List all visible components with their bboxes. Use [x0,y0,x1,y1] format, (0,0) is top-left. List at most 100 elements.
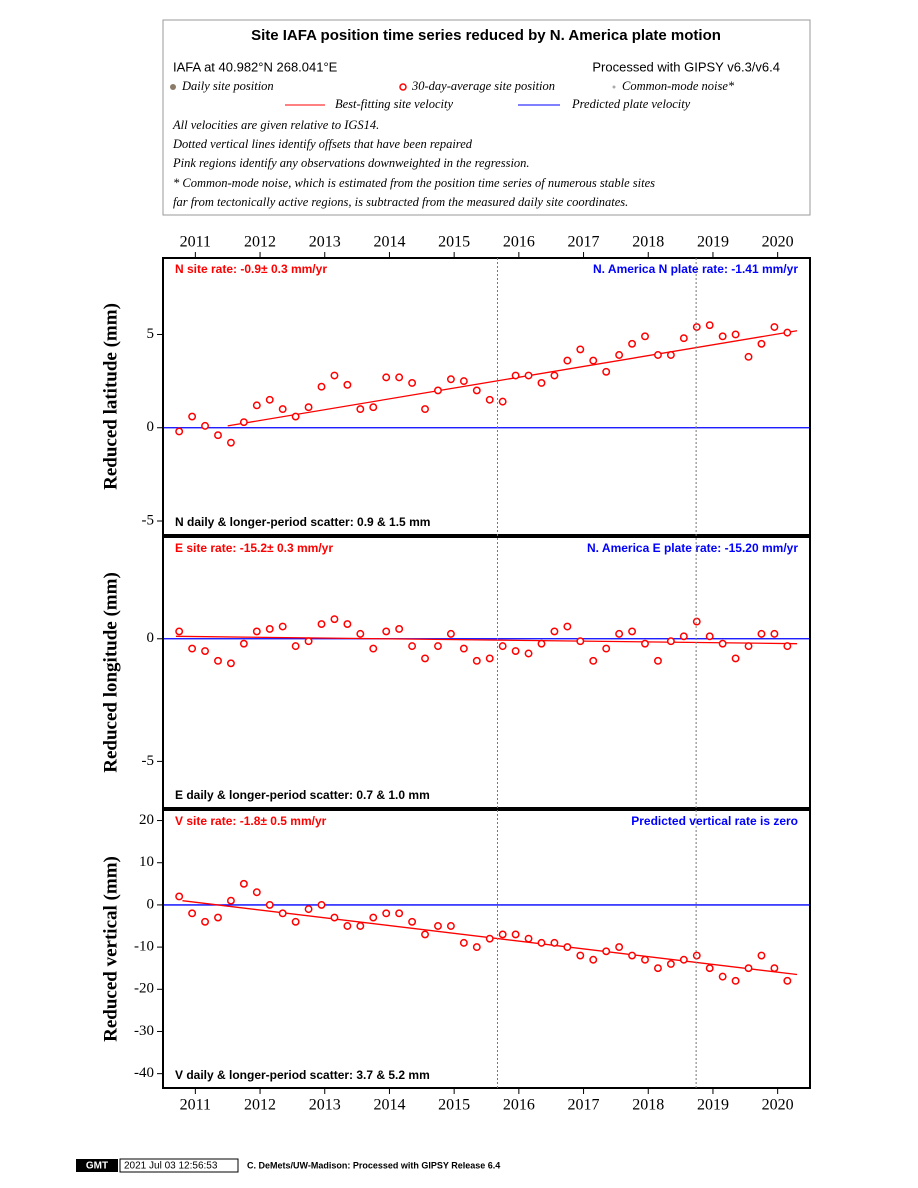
average-point [369,403,378,412]
average-point [615,629,624,638]
scatter-text: V daily & longer-period scatter: 3.7 & 5… [175,1068,430,1082]
y-tick-label: -10 [134,939,154,955]
average-point [524,649,533,658]
y-tick-label: 5 [147,326,155,342]
y-tick-label: 0 [147,896,155,912]
legend-average: 30-day-average site position [411,79,555,93]
average-point [589,356,598,365]
y-tick-label: -40 [134,1065,154,1081]
average-point [576,637,585,646]
average-point [770,629,779,638]
average-point [188,909,197,918]
y-tick-label: 10 [139,854,154,870]
average-point [654,964,662,973]
average-point [615,943,624,952]
average-point [459,644,468,653]
legend-plate: Predicted plate velocity [571,97,691,111]
average-point [265,900,274,909]
average-point [343,922,352,930]
average-point [718,639,727,648]
average-point [498,397,507,406]
average-point [485,654,494,663]
average-symbol [399,83,407,91]
x-tick-label: 2019 [697,234,729,251]
average-point [576,951,585,960]
average-point [628,339,637,348]
average-point [304,403,313,412]
scatter-text: N daily & longer-period scatter: 0.9 & 1… [175,515,430,529]
average-point [770,964,779,973]
average-point [369,644,378,653]
panel-frame [162,257,811,536]
plate-rate: N. America E plate rate: -15.20 mm/yr [587,541,798,555]
gmt-logo [76,1159,118,1172]
average-point [615,351,624,359]
y-axis-label: Reduced vertical (mm) [100,856,121,1042]
average-point [666,637,675,646]
average-point [744,964,753,973]
average-point [485,934,494,943]
x-tick-label: 2017 [568,234,600,251]
plate-rate: N. America N plate rate: -1.41 mm/yr [593,262,798,276]
average-point [485,395,494,404]
note: All velocities are given relative to IGS… [172,118,379,132]
average-point [252,888,261,897]
average-point [783,976,792,985]
average-point [641,955,649,964]
x-tick-label: 2017 [568,1097,600,1114]
average-point [666,351,675,359]
average-point [434,922,442,930]
average-point [356,405,365,414]
average-point [343,620,352,629]
average-point [628,951,637,960]
y-tick-label: 20 [139,812,154,828]
average-point [278,405,287,414]
average-point [421,405,429,414]
average-point [291,642,300,651]
average-point [498,642,507,651]
daily-symbol [170,84,176,90]
title: Site IAFA position time series reduced b… [251,27,721,44]
average-point [356,629,365,638]
average-point [434,642,442,651]
x-tick-label: 2012 [244,1097,276,1114]
legend-daily: Daily site position [181,79,274,93]
note: Dotted vertical lines identify offsets t… [172,137,473,151]
average-point [602,644,611,653]
average-point [679,632,688,641]
average-point [524,371,533,380]
y-axis-label: Reduced longitude (mm) [100,572,121,773]
average-point [330,371,339,380]
average-point [537,639,546,648]
x-tick-label: 2014 [373,234,405,251]
average-point [498,930,507,939]
y-tick-label: 0 [147,419,155,435]
average-point [214,656,222,665]
average-point [239,879,248,888]
average-point [382,627,391,636]
common-mode-symbol [612,85,616,89]
average-point [317,382,326,391]
average-point [472,386,481,395]
average-point [641,332,649,341]
panel-frame [162,536,811,809]
average-point [641,639,649,648]
y-axis-label: Reduced latitude (mm) [100,303,121,490]
timestamp: 2021 Jul 03 12:56:53 [124,1161,218,1172]
average-point [201,917,210,926]
average-point [692,323,701,331]
average-point [537,379,546,387]
average-point [317,900,326,909]
average-point [524,934,533,943]
average-point [214,431,222,440]
average-point [589,955,598,964]
average-point [278,909,287,918]
average-point [654,656,662,665]
average-point [201,421,210,430]
average-point [459,377,468,386]
y-tick-label: -5 [142,512,155,528]
average-point [395,373,404,382]
average-point [602,367,611,376]
average-point [265,395,274,404]
fit-line [227,330,798,427]
